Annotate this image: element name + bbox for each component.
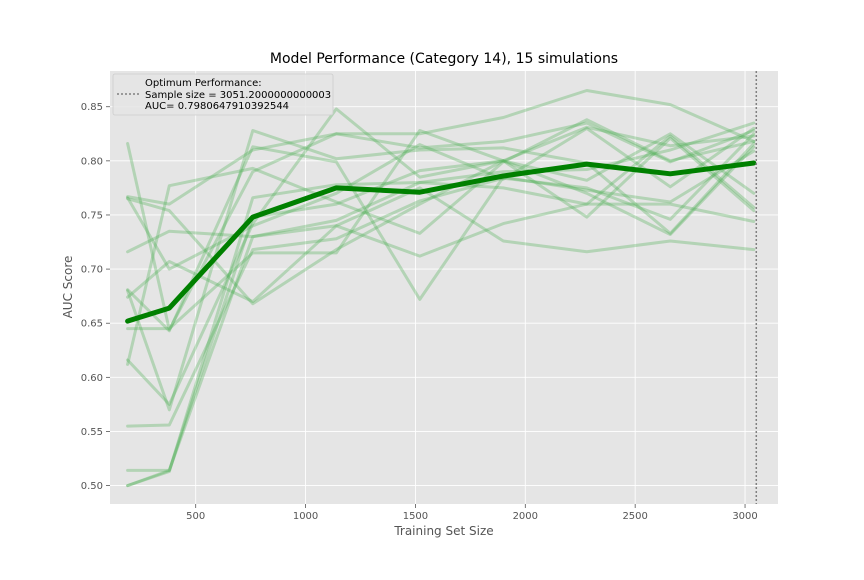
simulation-line bbox=[126, 89, 756, 206]
x-tick-label: 2500 bbox=[622, 511, 647, 522]
y-tick-label: 0.75 bbox=[81, 210, 103, 221]
simulation-line bbox=[126, 125, 756, 488]
y-tick-label: 0.60 bbox=[81, 373, 103, 384]
y-tick-label: 0.65 bbox=[81, 319, 103, 330]
x-tick-label: 1500 bbox=[403, 511, 428, 522]
x-tick-label: 1000 bbox=[293, 511, 318, 522]
legend-line-1: Optimum Performance: bbox=[145, 78, 262, 89]
y-tick-label: 0.55 bbox=[81, 427, 103, 438]
simulation-line bbox=[126, 118, 756, 366]
mean-line bbox=[125, 160, 757, 324]
chart-title: Model Performance (Category 14), 15 simu… bbox=[270, 51, 618, 67]
x-tick-label: 500 bbox=[186, 511, 205, 522]
simulation-line bbox=[126, 132, 756, 428]
legend-box bbox=[112, 73, 334, 116]
y-axis-label: AUC Score bbox=[61, 256, 75, 319]
simulation-line bbox=[126, 121, 756, 472]
mean-line-group bbox=[125, 160, 757, 324]
legend: Optimum Performance: Sample size = 3051.… bbox=[112, 73, 334, 116]
simulation-line bbox=[126, 145, 756, 306]
x-tick-label: 2000 bbox=[513, 511, 538, 522]
simulation-line bbox=[126, 107, 756, 406]
legend-line-3: AUC= 0.7980647910392544 bbox=[145, 101, 289, 112]
y-tick-label: 0.50 bbox=[81, 481, 103, 492]
plot-area bbox=[110, 71, 778, 504]
simulation-line bbox=[126, 186, 756, 254]
x-axis-label: Training Set Size bbox=[393, 524, 493, 538]
simulation-line bbox=[126, 126, 756, 271]
x-tick-label: 3000 bbox=[732, 511, 757, 522]
grid-lines bbox=[110, 71, 778, 504]
simulation-line bbox=[126, 181, 756, 488]
y-axis-ticks: 0.50 0.55 0.60 0.65 0.70 0.75 0.80 0.85 bbox=[81, 102, 110, 492]
x-axis-ticks: 500 1000 1500 2000 2500 3000 bbox=[186, 504, 758, 522]
simulation-line bbox=[126, 129, 756, 331]
simulation-line bbox=[126, 129, 756, 412]
y-tick-label: 0.80 bbox=[81, 156, 103, 167]
y-tick-label: 0.70 bbox=[81, 265, 103, 276]
y-tick-label: 0.85 bbox=[81, 102, 103, 113]
legend-line-2: Sample size = 3051.2000000000003 bbox=[145, 90, 331, 101]
simulation-line bbox=[126, 145, 756, 333]
